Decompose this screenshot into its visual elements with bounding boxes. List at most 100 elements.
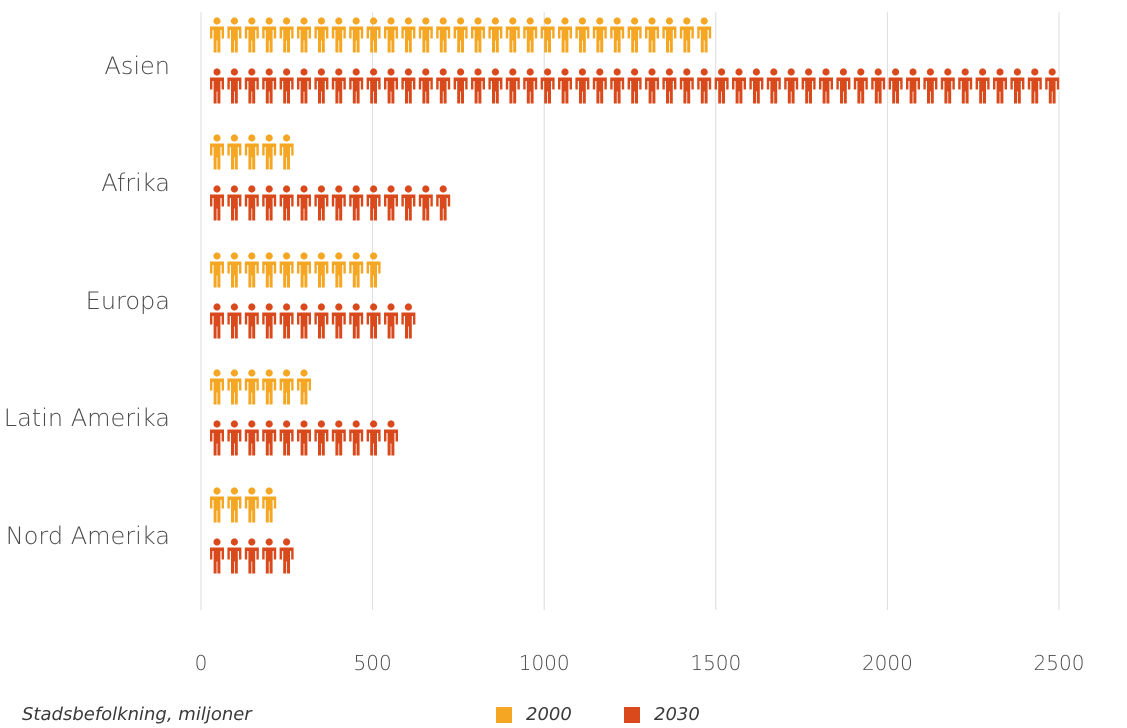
person-icon	[627, 68, 642, 104]
person-icon	[575, 68, 590, 104]
person-icon	[210, 185, 224, 221]
person-icon	[279, 134, 294, 170]
person-icon	[540, 68, 555, 104]
person-icon	[384, 17, 398, 53]
person-icon	[297, 252, 311, 288]
x-tick-label-2000: 2000	[862, 651, 913, 675]
category-label-asien: Asien	[104, 52, 170, 80]
person-icon	[610, 68, 625, 104]
person-icon	[279, 185, 294, 221]
person-icon	[210, 538, 224, 574]
person-icon	[314, 68, 329, 104]
person-icon	[210, 252, 224, 288]
person-icon	[262, 303, 277, 339]
person-icon	[645, 17, 659, 53]
person-icon	[993, 68, 1007, 104]
person-icon	[366, 17, 381, 53]
person-icon	[679, 68, 694, 104]
person-icon	[244, 538, 259, 574]
legend-item-2000: 2000	[496, 704, 572, 725]
person-icon	[940, 68, 955, 104]
bar-afrika-2030	[210, 185, 451, 221]
person-icon	[906, 68, 920, 104]
person-icon	[575, 17, 590, 53]
person-icon	[279, 68, 294, 104]
person-icon	[262, 68, 277, 104]
person-icon	[227, 252, 242, 288]
person-icon	[279, 538, 294, 574]
person-icon	[210, 68, 224, 104]
person-icon	[262, 538, 277, 574]
person-icon	[401, 185, 416, 221]
person-icon	[384, 68, 398, 104]
person-icon	[505, 17, 520, 53]
person-icon	[488, 17, 503, 53]
person-icon	[836, 68, 851, 104]
person-icon	[227, 538, 242, 574]
pictograph-bar-chart: Asien Afrika Europa Latin Amerika Nord Ameri…	[4, 12, 1085, 675]
person-icon	[244, 134, 259, 170]
category-labels: Asien Afrika Europa Latin Amerika Nord Ameri…	[4, 52, 170, 550]
x-tick-label-1000: 1000	[519, 651, 570, 675]
person-icon	[523, 17, 538, 53]
person-icon	[244, 420, 259, 456]
bar-latin-amerika-2000	[210, 369, 311, 405]
person-icon	[366, 185, 381, 221]
person-icon	[853, 68, 868, 104]
person-icon	[558, 68, 572, 104]
category-label-afrika: Afrika	[101, 169, 170, 197]
person-icon	[262, 369, 277, 405]
person-icon	[331, 185, 346, 221]
person-icon	[227, 134, 242, 170]
legend-item-2030: 2030	[624, 704, 700, 725]
person-icon	[210, 134, 224, 170]
legend: Stadsbefolkning, miljoner 2000 2030	[0, 700, 1127, 728]
bar-europa-2030	[210, 303, 416, 339]
person-icon	[592, 17, 607, 53]
person-icon	[349, 68, 364, 104]
person-icon	[331, 252, 346, 288]
person-icon	[331, 303, 346, 339]
person-icon	[297, 17, 311, 53]
person-icon	[227, 17, 242, 53]
person-icon	[297, 420, 311, 456]
person-icon	[279, 369, 294, 405]
person-icon	[418, 68, 433, 104]
x-tick-label-0: 0	[195, 651, 208, 675]
person-icon	[401, 303, 416, 339]
person-icon	[244, 303, 259, 339]
person-icon	[505, 68, 520, 104]
bars	[210, 17, 1060, 574]
person-icon	[227, 185, 242, 221]
bar-europa-2000	[210, 252, 381, 288]
person-icon	[210, 303, 224, 339]
bar-afrika-2000	[210, 134, 294, 170]
person-icon	[436, 17, 451, 53]
person-icon	[244, 487, 259, 523]
person-icon	[436, 185, 451, 221]
category-label-europa: Europa	[86, 287, 170, 315]
person-icon	[471, 17, 485, 53]
person-icon	[975, 68, 990, 104]
person-icon	[523, 68, 538, 104]
person-icon	[331, 68, 346, 104]
legend-label-2000: 2000	[526, 704, 572, 725]
person-icon	[227, 303, 242, 339]
person-icon	[627, 17, 642, 53]
x-axis-tick-labels: 0 500 1000 1500 2000 2500	[195, 651, 1085, 675]
person-icon	[210, 487, 224, 523]
person-icon	[384, 185, 398, 221]
legend-swatch-2030	[624, 706, 640, 723]
person-icon	[244, 17, 259, 53]
person-icon	[749, 68, 764, 104]
person-icon	[453, 68, 468, 104]
person-icon	[488, 68, 503, 104]
person-icon	[1010, 68, 1025, 104]
person-icon	[697, 68, 712, 104]
person-icon	[314, 303, 329, 339]
person-icon	[349, 17, 364, 53]
person-icon	[314, 420, 329, 456]
person-icon	[558, 17, 572, 53]
person-icon	[766, 68, 781, 104]
person-icon	[732, 68, 746, 104]
